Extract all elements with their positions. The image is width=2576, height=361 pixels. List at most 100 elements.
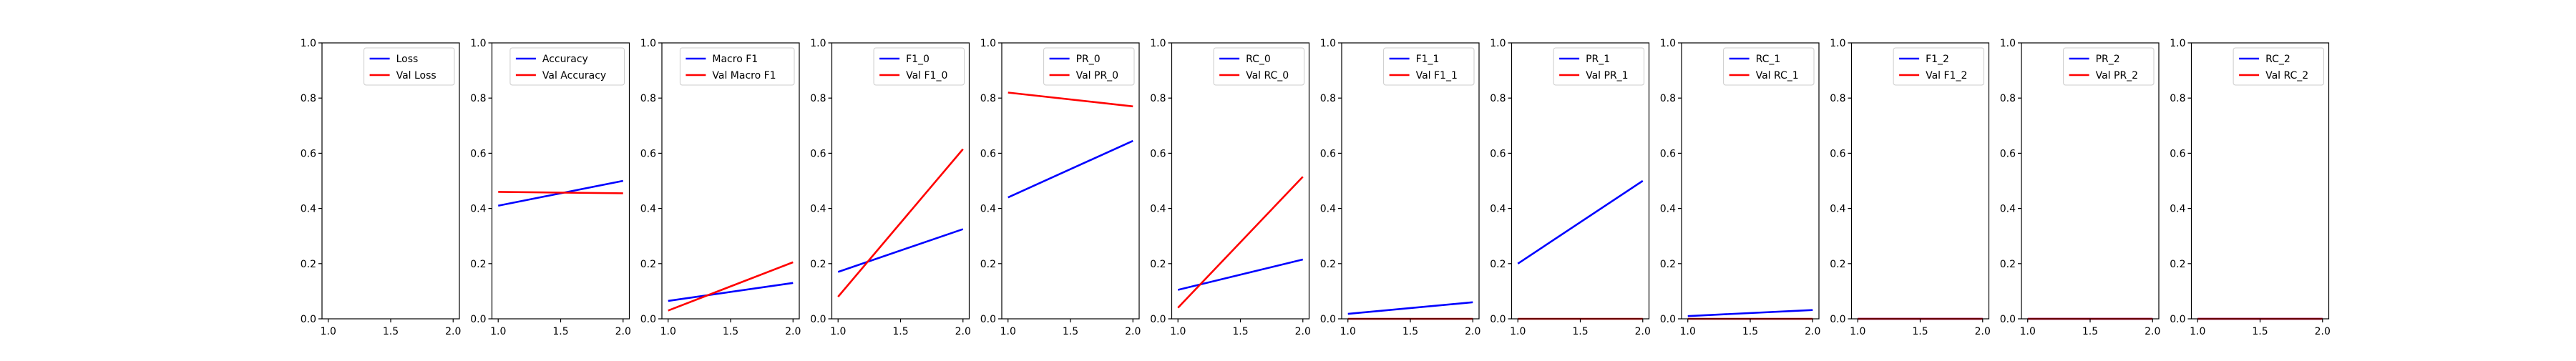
subplot-10: 0.0 0.2 0.4 0.6 0.8 1.0 1.0 1.5 2.0 F1_2 Val F1_2 — [1830, 38, 1991, 337]
legend-label-val: Val PR_2 — [2096, 70, 2139, 81]
y-tick-label: 0.6 — [640, 148, 656, 159]
subplot-11: 0.0 0.2 0.4 0.6 0.8 1.0 1.0 1.5 2.0 PR_2 Val PR_2 — [2000, 38, 2161, 337]
x-tick-label: 1.0 — [1850, 326, 1865, 337]
subplot-7: 0.0 0.2 0.4 0.6 0.8 1.0 1.0 1.5 2.0 F1_1 Val F1_1 — [1320, 38, 1481, 337]
y-tick-label: 0.4 — [980, 204, 996, 215]
legend-label-train: RC_2 — [2265, 54, 2290, 65]
y-tick-label: 0.2 — [980, 259, 996, 270]
x-tick-label: 2.0 — [2145, 326, 2160, 337]
y-tick-label: 0.0 — [470, 314, 486, 325]
y-tick-label: 0.0 — [2170, 314, 2185, 325]
series-line-val — [668, 261, 794, 312]
y-tick-label: 0.6 — [2000, 148, 2016, 159]
x-tick-label: 2.0 — [615, 326, 631, 337]
legend: PR_2 Val PR_2 — [2063, 47, 2155, 86]
x-tick-label: 1.5 — [383, 326, 399, 337]
y-tick-label: 0.2 — [640, 259, 656, 270]
x-tick-label: 2.0 — [1805, 326, 1820, 337]
legend: F1_2 Val F1_2 — [1893, 47, 1985, 86]
series-line-train — [668, 282, 794, 302]
series-line-val — [1008, 92, 1133, 108]
y-tick-label: 0.6 — [1320, 148, 1336, 159]
y-tick-label: 0.4 — [1830, 204, 1845, 215]
y-tick-label: 0.8 — [470, 93, 486, 104]
y-tick-label: 0.6 — [301, 148, 316, 159]
y-tick-label: 0.8 — [2170, 93, 2185, 104]
legend-label-val: Val RC_0 — [1246, 70, 1289, 81]
legend-label-train: PR_0 — [1076, 54, 1101, 65]
y-tick-label: 0.4 — [810, 204, 826, 215]
y-tick-label: 0.4 — [2000, 204, 2016, 215]
y-tick-label: 0.8 — [1150, 93, 1166, 104]
y-tick-label: 0.2 — [1490, 259, 1506, 270]
subplot-9: 0.0 0.2 0.4 0.6 0.8 1.0 1.0 1.5 2.0 RC_1 Val RC_1 — [1660, 38, 1821, 337]
legend-label-val: Val RC_2 — [2265, 70, 2308, 81]
legend: F1_0 Val F1_0 — [873, 47, 965, 86]
legend-box — [679, 47, 795, 86]
y-tick-label: 0.6 — [1150, 148, 1166, 159]
y-tick-label: 0.2 — [301, 259, 316, 270]
y-tick-label: 0.0 — [1150, 314, 1166, 325]
y-tick-label: 0.0 — [810, 314, 826, 325]
x-tick-label: 1.0 — [660, 326, 676, 337]
y-tick-label: 0.6 — [1830, 148, 1845, 159]
subplot-5: 0.0 0.2 0.4 0.6 0.8 1.0 1.0 1.5 2.0 PR_0 Val PR_0 — [980, 38, 1141, 337]
y-tick-label: 0.8 — [810, 93, 826, 104]
y-tick-label: 0.8 — [301, 93, 316, 104]
y-tick-label: 1.0 — [2000, 38, 2016, 49]
legend-label-val: Val F1_0 — [906, 70, 947, 81]
x-tick-label: 1.5 — [1912, 326, 1928, 337]
x-tick-label: 1.5 — [2082, 326, 2098, 337]
y-tick-label: 0.4 — [1490, 204, 1506, 215]
legend-label-val: Val Loss — [396, 70, 436, 81]
y-tick-label: 1.0 — [810, 38, 826, 49]
y-tick-label: 0.2 — [1830, 259, 1845, 270]
series-line-train — [1008, 139, 1133, 199]
legend: PR_1 Val PR_1 — [1553, 47, 1645, 86]
x-tick-label: 2.0 — [955, 326, 971, 337]
y-tick-label: 1.0 — [1490, 38, 1506, 49]
legend-label-val: Val Macro F1 — [712, 70, 776, 81]
y-tick-label: 1.0 — [1660, 38, 1676, 49]
x-tick-label: 1.5 — [1572, 326, 1588, 337]
series-line-val — [498, 191, 623, 194]
x-tick-label: 1.5 — [892, 326, 908, 337]
series-line-train — [1347, 301, 1473, 315]
y-tick-label: 0.0 — [980, 314, 996, 325]
legend-label-train: F1_2 — [1926, 54, 1949, 65]
y-tick-label: 1.0 — [1830, 38, 1845, 49]
subplot-4: 0.0 0.2 0.4 0.6 0.8 1.0 1.0 1.5 2.0 F1_0 Val F1_0 — [810, 38, 971, 337]
series-line-train — [1517, 179, 1644, 264]
legend-label-val: Val F1_2 — [1926, 70, 1967, 81]
legend-label-train: F1_0 — [906, 54, 930, 65]
legend-label-train: RC_0 — [1246, 54, 1271, 65]
y-tick-label: 0.4 — [640, 204, 656, 215]
y-tick-label: 0.0 — [301, 314, 316, 325]
y-tick-label: 0.6 — [2170, 148, 2185, 159]
x-tick-label: 1.0 — [1680, 326, 1696, 337]
y-tick-label: 0.8 — [640, 93, 656, 104]
legend-label-train: PR_1 — [1586, 54, 1610, 65]
x-tick-label: 2.0 — [1635, 326, 1651, 337]
y-tick-label: 0.4 — [470, 204, 486, 215]
y-tick-label: 0.8 — [1660, 93, 1676, 104]
x-tick-label: 1.0 — [1340, 326, 1356, 337]
legend: RC_2 Val RC_2 — [2233, 47, 2325, 86]
legend: PR_0 Val PR_0 — [1043, 47, 1135, 86]
subplot-2: 0.0 0.2 0.4 0.6 0.8 1.0 1.0 1.5 2.0 Accuracy Val A… — [470, 38, 631, 337]
y-tick-label: 1.0 — [640, 38, 656, 49]
legend-label-val: Val PR_0 — [1076, 70, 1119, 81]
y-tick-label: 1.0 — [470, 38, 486, 49]
y-tick-label: 0.4 — [1150, 204, 1166, 215]
x-tick-label: 1.0 — [490, 326, 506, 337]
y-tick-label: 1.0 — [980, 38, 996, 49]
legend-label-train: PR_2 — [2096, 54, 2120, 65]
y-tick-label: 0.2 — [2170, 259, 2185, 270]
y-tick-label: 0.2 — [810, 259, 826, 270]
y-tick-label: 0.8 — [1830, 93, 1845, 104]
legend-label-val: Val PR_1 — [1586, 70, 1629, 81]
y-tick-label: 0.4 — [2170, 204, 2185, 215]
y-tick-label: 0.0 — [2000, 314, 2016, 325]
y-tick-label: 0.8 — [1320, 93, 1336, 104]
